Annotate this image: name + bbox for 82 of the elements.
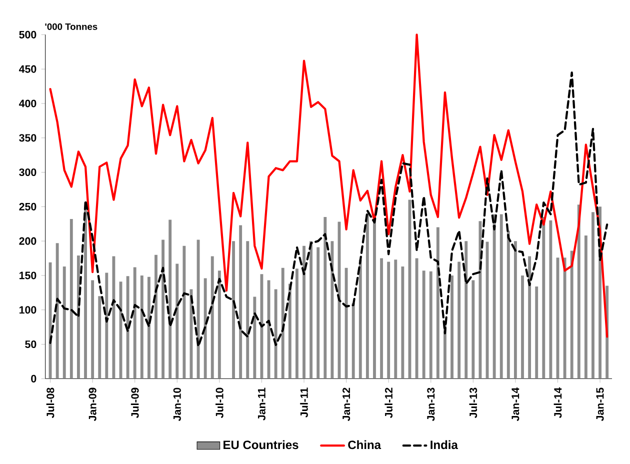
bar [274, 289, 278, 379]
bar [458, 262, 461, 379]
bar [168, 220, 172, 379]
y-tick-label: 450 [18, 65, 36, 73]
bar [358, 260, 362, 379]
y-tick-label: 500 [19, 30, 36, 38]
bar [464, 241, 468, 379]
x-tick-label: Jul-08 [46, 388, 54, 418]
bar [422, 270, 426, 379]
x-tick-label: Jan-10 [173, 388, 181, 422]
y-axis-title: '000 Tonnes [45, 23, 98, 30]
bar [542, 216, 546, 379]
y-tick-label: 100 [19, 306, 36, 314]
x-tick-label: Jan-09 [88, 388, 96, 422]
y-tick-label: 300 [19, 168, 36, 176]
bar [492, 214, 496, 379]
bar [521, 275, 524, 379]
bar [570, 250, 574, 379]
bar [232, 241, 235, 379]
bar [528, 256, 532, 379]
bar [182, 246, 186, 379]
bar [584, 236, 588, 379]
bar [246, 241, 250, 379]
bar [436, 227, 440, 379]
bar [210, 256, 214, 379]
bar [316, 247, 320, 379]
bar [126, 276, 130, 379]
bar [366, 214, 369, 379]
bar [549, 220, 552, 379]
bar [478, 221, 482, 379]
bar [62, 266, 66, 379]
y-tick-label: 200 [19, 237, 36, 245]
bar [373, 220, 376, 379]
x-tick-label: Jul-14 [554, 387, 562, 418]
bar [401, 266, 404, 379]
bar [506, 230, 510, 379]
bar [450, 275, 454, 379]
bar [239, 225, 242, 379]
bar [162, 240, 165, 379]
y-tick-label: 250 [19, 202, 36, 210]
bar [253, 296, 256, 379]
y-tick-label: 400 [18, 100, 36, 108]
bar [380, 258, 383, 379]
x-tick-label: Jan-14 [512, 387, 520, 422]
y-tick-label: 150 [19, 272, 36, 280]
bar [324, 216, 327, 379]
x-tick-label: Jul-13 [469, 388, 478, 418]
bar [330, 241, 334, 379]
bar [394, 260, 398, 379]
bar [147, 276, 150, 379]
bar [98, 296, 102, 379]
bar [310, 241, 313, 379]
bar [281, 268, 284, 379]
x-tick-label: Jan-13 [427, 388, 435, 422]
legend-label: India [430, 440, 458, 450]
y-tick-label: 0 [31, 374, 36, 382]
y-tick-label: 350 [19, 134, 36, 142]
bar [288, 284, 292, 379]
bar [84, 210, 87, 379]
bar [70, 219, 73, 379]
x-tick-label: Jan-15 [596, 388, 604, 422]
x-tick-label: Jul-11 [300, 388, 308, 418]
x-tick-label: Jul-09 [130, 388, 139, 418]
y-tick-label: 50 [25, 340, 36, 348]
legend-label: China [348, 440, 382, 450]
legend-label: EU Countries [224, 440, 298, 450]
x-tick-label: Jul-12 [384, 388, 392, 418]
bar [500, 214, 503, 379]
bar [592, 212, 594, 379]
bar [112, 256, 116, 379]
x-tick-label: Jul-10 [216, 388, 224, 418]
bar [154, 254, 158, 379]
bar [352, 302, 355, 379]
bar [140, 275, 144, 379]
bar [563, 258, 566, 379]
bar [295, 268, 298, 379]
x-tick-label: Jan-12 [342, 388, 350, 422]
bar [535, 286, 538, 379]
x-tick-label: Jan-11 [258, 388, 266, 420]
bar [56, 243, 59, 379]
bar [204, 278, 207, 379]
bar [105, 272, 108, 379]
